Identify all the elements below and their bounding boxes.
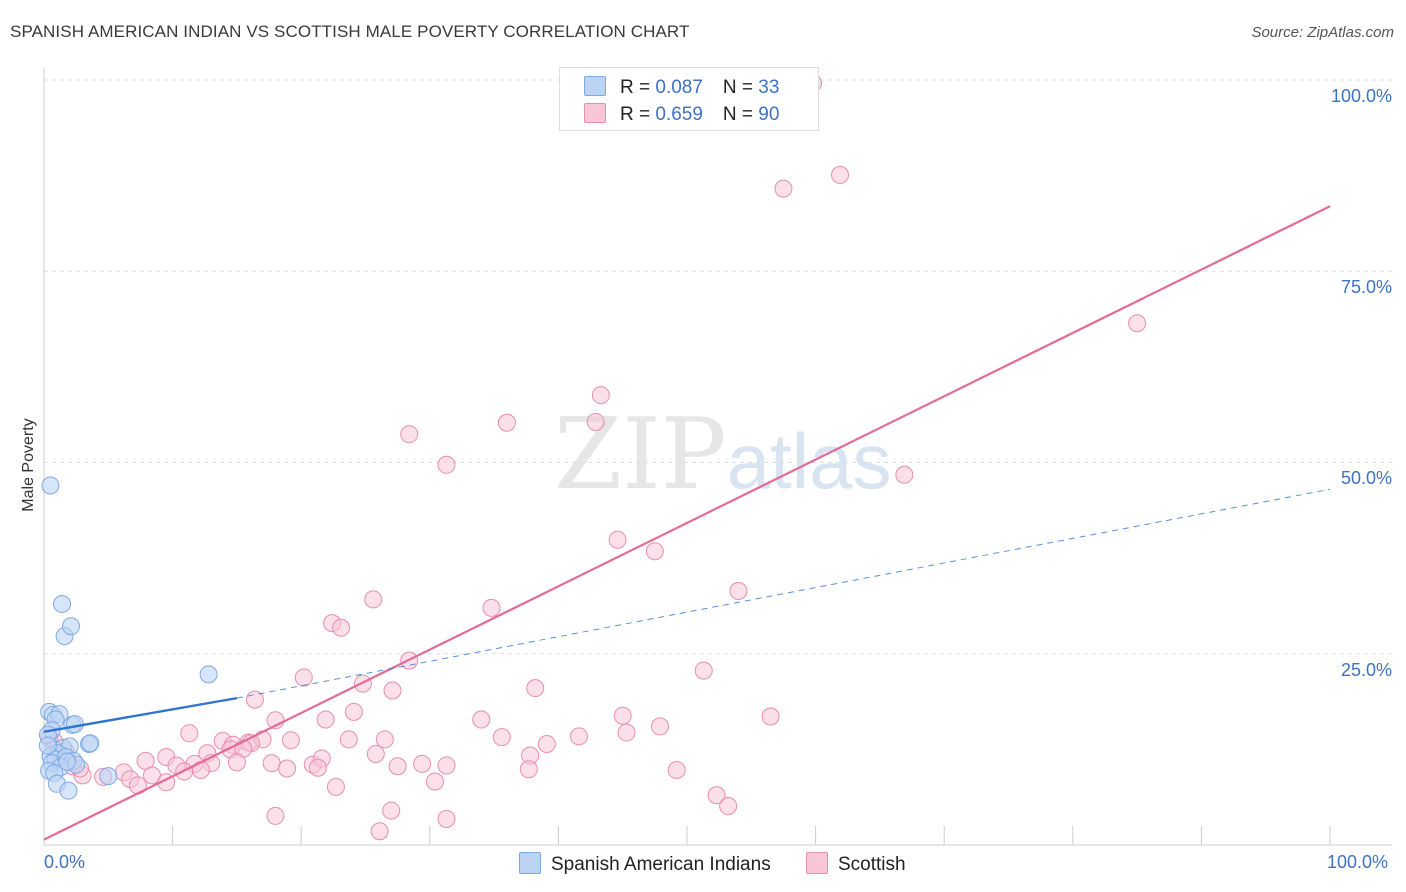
- source-label: Source: ZipAtlas.com: [1251, 24, 1394, 41]
- scottish-trend-line: [43, 205, 1331, 841]
- legend-item-scottish: Scottish: [805, 852, 906, 876]
- scottish-point: [707, 786, 726, 805]
- scottish-point: [608, 530, 627, 549]
- scottish-point: [425, 772, 444, 791]
- scottish-point: [497, 413, 516, 432]
- correlation-legend: R = 0.087 N = 33 R = 0.659 N = 90: [559, 67, 819, 131]
- legend-swatch-pink: [805, 852, 828, 874]
- spanish-american-indians-point: [58, 752, 77, 771]
- series-legend: Spanish American Indians Scottish: [519, 852, 936, 876]
- y-tick-label-25: 25.0%: [1340, 660, 1392, 680]
- scottish-point: [180, 724, 199, 743]
- legend-row-spanish-american-indians: R = 0.087 N = 33: [584, 76, 779, 99]
- legend-row-scottish: R = 0.659 N = 90: [584, 103, 779, 126]
- spanish-american-indians-point: [99, 767, 118, 786]
- scottish-point: [278, 759, 297, 778]
- scottish-point: [719, 796, 738, 815]
- scottish-point: [266, 806, 285, 825]
- legend-swatch-blue: [519, 852, 541, 874]
- scottish-point: [761, 707, 780, 726]
- y-tick-label-100: 100.0%: [1330, 86, 1392, 106]
- scottish-point: [332, 618, 351, 637]
- scottish-point: [617, 723, 636, 742]
- x-tick-label-max: 100.0%: [1327, 852, 1389, 872]
- spanish-american-indians-point: [62, 617, 81, 636]
- scottish-point: [382, 801, 401, 820]
- scottish-point: [482, 598, 501, 617]
- legend-n-label: N =: [722, 104, 759, 125]
- scottish-point: [519, 760, 538, 779]
- spanish-american-indians-point: [199, 665, 218, 684]
- scottish-point: [339, 730, 358, 749]
- legend-swatch-blue: [584, 76, 606, 96]
- spanish-american-indians-point: [59, 781, 78, 800]
- legend-item-spanish-american-indians: Spanish American Indians: [519, 852, 771, 876]
- scottish-point: [472, 710, 491, 729]
- legend-swatch-pink: [584, 103, 606, 123]
- legend-n-label: N =: [722, 77, 759, 98]
- scottish-point: [694, 661, 713, 680]
- scottish-point: [364, 590, 383, 609]
- spanish-american-indians-point: [65, 715, 84, 734]
- scottish-point: [262, 754, 281, 773]
- legend-n-value: 90: [758, 104, 780, 125]
- scottish-point: [413, 754, 432, 773]
- scottish-point: [400, 425, 419, 444]
- x-tick-label-min: 0.0%: [44, 852, 86, 872]
- scottish-point: [437, 809, 456, 828]
- scottish-point: [895, 465, 914, 484]
- scottish-point: [281, 731, 300, 750]
- spanish-american-indians-trend-line: [43, 696, 238, 733]
- scottish-point: [388, 757, 407, 776]
- scottish-point: [831, 165, 850, 184]
- y-tick-label-50: 50.0%: [1340, 468, 1392, 488]
- legend-r-label: R =: [620, 77, 656, 98]
- spanish-american-indians-point: [53, 595, 72, 614]
- scottish-point: [586, 412, 605, 431]
- scottish-point: [326, 777, 345, 796]
- scottish-point: [316, 710, 335, 729]
- scottish-point: [227, 753, 246, 772]
- scottish-point: [294, 668, 313, 687]
- scottish-point: [370, 822, 389, 841]
- scottish-point: [1128, 314, 1147, 333]
- spanish-american-indians-point: [38, 736, 57, 755]
- y-tick-label-75: 75.0%: [1340, 277, 1392, 297]
- scottish-point: [437, 756, 456, 775]
- scottish-point: [569, 727, 588, 746]
- scottish-point: [383, 681, 402, 700]
- scottish-point: [526, 679, 545, 698]
- scottish-point: [613, 706, 632, 725]
- scottish-point: [366, 744, 385, 763]
- legend-r-label: R =: [620, 104, 656, 125]
- scottish-point: [650, 717, 669, 736]
- scottish-point: [308, 758, 327, 777]
- spanish-american-indians-trend-extension: [236, 488, 1331, 699]
- legend-label: Scottish: [837, 854, 906, 875]
- legend-n-value: 33: [758, 77, 780, 98]
- legend-r-value: 0.087: [655, 77, 703, 98]
- scottish-point: [591, 386, 610, 405]
- spanish-american-indians-point: [41, 476, 60, 495]
- scottish-point: [344, 702, 363, 721]
- scottish-point: [667, 761, 686, 780]
- scottish-point: [537, 735, 556, 754]
- scottish-point: [437, 455, 456, 474]
- scottish-point: [729, 582, 748, 601]
- legend-r-value: 0.659: [655, 104, 703, 125]
- watermark: ZIPatlas: [554, 398, 892, 512]
- legend-label: Spanish American Indians: [551, 854, 771, 875]
- scottish-point: [492, 728, 511, 747]
- y-axis-label: Male Poverty: [20, 418, 37, 512]
- scottish-point: [645, 542, 664, 561]
- scottish-point: [774, 179, 793, 198]
- scottish-point: [375, 730, 394, 749]
- spanish-american-indians-point: [81, 734, 100, 753]
- watermark-zip: ZIP: [554, 398, 727, 512]
- chart-title: SPANISH AMERICAN INDIAN VS SCOTTISH MALE…: [10, 22, 690, 41]
